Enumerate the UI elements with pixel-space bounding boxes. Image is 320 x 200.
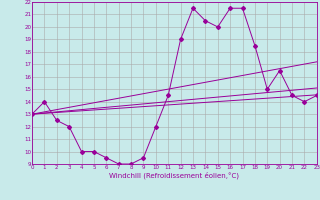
X-axis label: Windchill (Refroidissement éolien,°C): Windchill (Refroidissement éolien,°C) <box>109 171 239 179</box>
